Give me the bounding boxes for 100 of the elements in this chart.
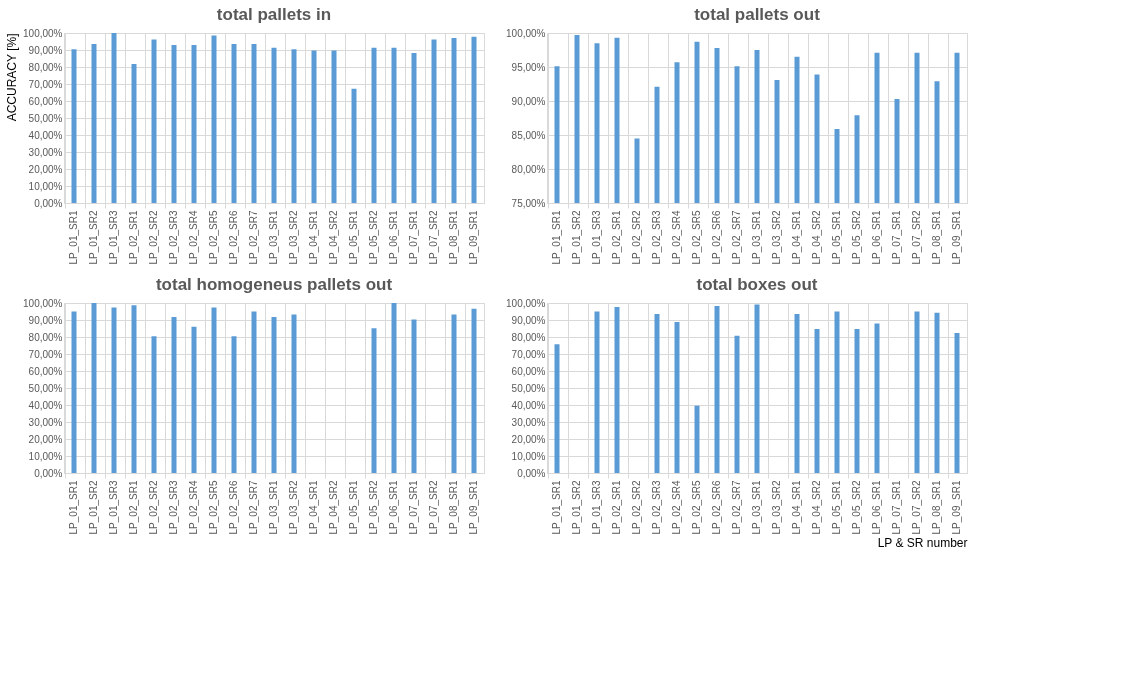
bar <box>794 313 800 473</box>
x-tick-label: LP_03_SR1 <box>268 210 279 265</box>
y-tick-label: 30,00% <box>28 146 63 158</box>
bar <box>954 333 960 473</box>
x-tick-label: LP_03_SR2 <box>771 480 782 535</box>
x-tick-label: LP_02_SR7 <box>731 210 742 265</box>
y-tick-label: 90,00% <box>511 95 546 107</box>
y-tick-label: 90,00% <box>28 44 63 56</box>
x-tick-label: LP_01_SR1 <box>68 210 79 265</box>
bar <box>291 49 297 203</box>
x-tick-label: LP_02_SR3 <box>651 210 662 265</box>
bar <box>71 311 77 473</box>
bar <box>151 39 157 203</box>
x-tick-label: LP_06_SR1 <box>388 210 399 265</box>
y-tick-label: 20,00% <box>28 163 63 175</box>
bar <box>231 43 237 203</box>
x-tick-label: LP_04_SR2 <box>328 210 339 265</box>
x-tick-label: LP_04_SR1 <box>308 480 319 535</box>
y-tick-label: 60,00% <box>511 365 546 377</box>
bar <box>331 50 337 203</box>
y-tick-label: 80,00% <box>511 331 546 343</box>
x-tick-label: LP_02_SR4 <box>671 210 682 265</box>
x-tick-label: LP_01_SR2 <box>571 210 582 265</box>
bar <box>754 304 760 473</box>
x-tick-label: LP_05_SR1 <box>831 210 842 265</box>
x-tick-label: LP_08_SR1 <box>448 480 459 535</box>
bar <box>231 336 237 473</box>
y-tick-label: 60,00% <box>28 95 63 107</box>
bar <box>271 47 277 203</box>
x-tick-label: LP_09_SR1 <box>468 480 479 535</box>
y-tick-label: 100,00% <box>506 297 546 309</box>
bar <box>471 36 477 203</box>
chart-title: total boxes out <box>696 275 818 294</box>
y-tick-label: 80,00% <box>28 61 63 73</box>
x-tick-label: LP_02_SR5 <box>691 210 702 265</box>
x-tick-label: LP_02_SR1 <box>611 210 622 265</box>
x-tick-label: LP_04_SR2 <box>811 480 822 535</box>
bar <box>451 314 457 473</box>
y-axis-title: ACCURACY [%] <box>5 33 20 122</box>
y-tick-label: 70,00% <box>28 348 63 360</box>
x-tick-label: LP_02_SR3 <box>651 480 662 535</box>
x-tick-label: LP_04_SR2 <box>811 210 822 265</box>
y-tick-label: 95,00% <box>511 61 546 73</box>
x-tick-label: LP_02_SR5 <box>208 210 219 265</box>
bar <box>371 47 377 203</box>
y-tick-label: 10,00% <box>28 450 63 462</box>
bar <box>694 405 700 473</box>
y-tick-label: 20,00% <box>28 433 63 445</box>
bar <box>874 323 880 473</box>
x-tick-label: LP_07_SR2 <box>428 210 439 265</box>
y-tick-label: 100,00% <box>506 27 546 39</box>
x-tick-label: LP_02_SR1 <box>611 480 622 535</box>
y-tick-label: 50,00% <box>511 382 546 394</box>
x-tick-label: LP_08_SR1 <box>931 480 942 535</box>
bar <box>111 33 117 203</box>
x-tick-label: LP_01_SR3 <box>591 210 602 265</box>
y-tick-label: 90,00% <box>28 314 63 326</box>
x-tick-label: LP_01_SR3 <box>108 480 119 535</box>
x-tick-label: LP_02_SR6 <box>711 480 722 535</box>
x-tick-label: LP_02_SR5 <box>208 480 219 535</box>
x-tick-label: LP_09_SR1 <box>951 480 962 535</box>
y-tick-label: 70,00% <box>28 78 63 90</box>
y-tick-label: 30,00% <box>511 416 546 428</box>
x-tick-label: LP_09_SR1 <box>468 210 479 265</box>
x-tick-label: LP_05_SR1 <box>348 480 359 535</box>
bar <box>91 303 97 473</box>
x-tick-label: LP_01_SR3 <box>108 210 119 265</box>
x-tick-label: LP_02_SR1 <box>128 480 139 535</box>
y-tick-label: 40,00% <box>28 129 63 141</box>
bar <box>431 39 437 203</box>
x-tick-label: LP_05_SR2 <box>368 210 379 265</box>
bar <box>654 313 660 473</box>
bar <box>734 335 740 473</box>
y-tick-label: 80,00% <box>28 331 63 343</box>
bar <box>251 43 257 203</box>
x-tick-label: LP_01_SR1 <box>551 480 562 535</box>
x-tick-label: LP_06_SR1 <box>871 210 882 265</box>
x-tick-label: LP_02_SR4 <box>188 480 199 535</box>
x-tick-label: LP_06_SR1 <box>388 480 399 535</box>
bar <box>411 53 417 203</box>
bar <box>71 49 77 203</box>
x-tick-label: LP_07_SR2 <box>911 210 922 265</box>
x-tick-label: LP_07_SR1 <box>891 480 902 535</box>
bar <box>311 50 317 203</box>
bar <box>614 307 620 473</box>
bar <box>674 322 680 473</box>
bar <box>854 329 860 473</box>
bar <box>914 311 920 473</box>
y-tick-label: 100,00% <box>23 27 63 39</box>
chart-title: total homogeneus pallets out <box>155 275 393 294</box>
bar <box>211 307 217 473</box>
bar <box>411 319 417 473</box>
x-tick-label: LP_07_SR1 <box>891 210 902 265</box>
x-tick-label: LP_02_SR2 <box>148 480 159 535</box>
x-tick-label: LP_05_SR2 <box>368 480 379 535</box>
bar <box>171 317 177 473</box>
x-tick-label: LP_02_SR7 <box>248 210 259 265</box>
y-tick-label: 0,00% <box>34 197 63 209</box>
y-tick-label: 30,00% <box>28 416 63 428</box>
x-tick-label: LP_04_SR1 <box>791 210 802 265</box>
